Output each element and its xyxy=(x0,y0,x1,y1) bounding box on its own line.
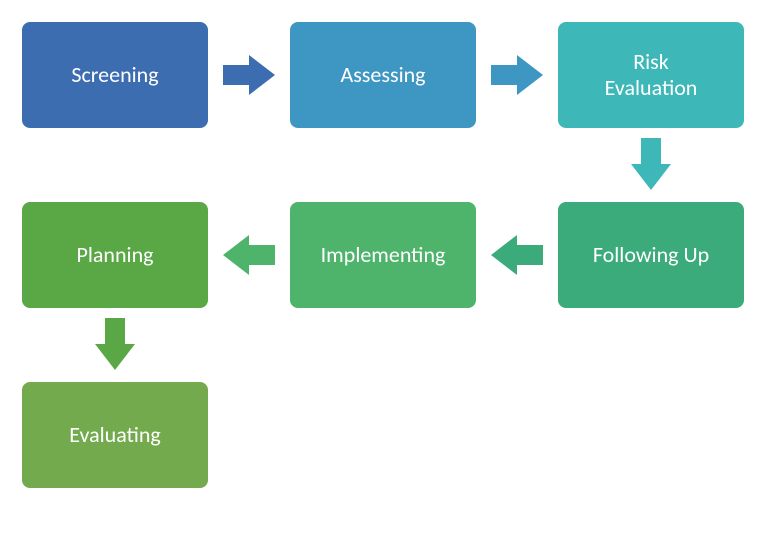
flow-node-evaluating: Evaluating xyxy=(20,380,210,490)
flow-node-label: Planning xyxy=(76,242,153,268)
flow-node-label: Implementing xyxy=(321,242,446,268)
flow-arrow-assessing-to-risk xyxy=(491,55,543,95)
flow-arrow-following-to-implementing xyxy=(491,235,543,275)
flow-node-label: RiskEvaluation xyxy=(605,49,698,102)
flow-arrow-risk-to-following xyxy=(631,138,671,190)
flow-node-assessing: Assessing xyxy=(288,20,478,130)
flow-node-planning: Planning xyxy=(20,200,210,310)
flow-node-implementing: Implementing xyxy=(288,200,478,310)
flow-node-label: Following Up xyxy=(593,242,709,268)
arrow-down-icon xyxy=(95,318,135,370)
flow-node-risk: RiskEvaluation xyxy=(556,20,746,130)
flow-arrow-implementing-to-planning xyxy=(223,235,275,275)
flow-arrow-planning-to-evaluating xyxy=(95,318,135,370)
arrow-left-icon xyxy=(491,235,543,275)
flow-node-label: Evaluating xyxy=(69,422,161,448)
arrow-right-icon xyxy=(491,55,543,95)
flow-arrow-screening-to-assessing xyxy=(223,55,275,95)
arrow-right-icon xyxy=(223,55,275,95)
flow-node-label: Assessing xyxy=(340,62,425,88)
flow-node-label: Screening xyxy=(71,62,158,88)
flow-node-following: Following Up xyxy=(556,200,746,310)
arrow-down-icon xyxy=(631,138,671,190)
arrow-left-icon xyxy=(223,235,275,275)
flow-node-screening: Screening xyxy=(20,20,210,130)
